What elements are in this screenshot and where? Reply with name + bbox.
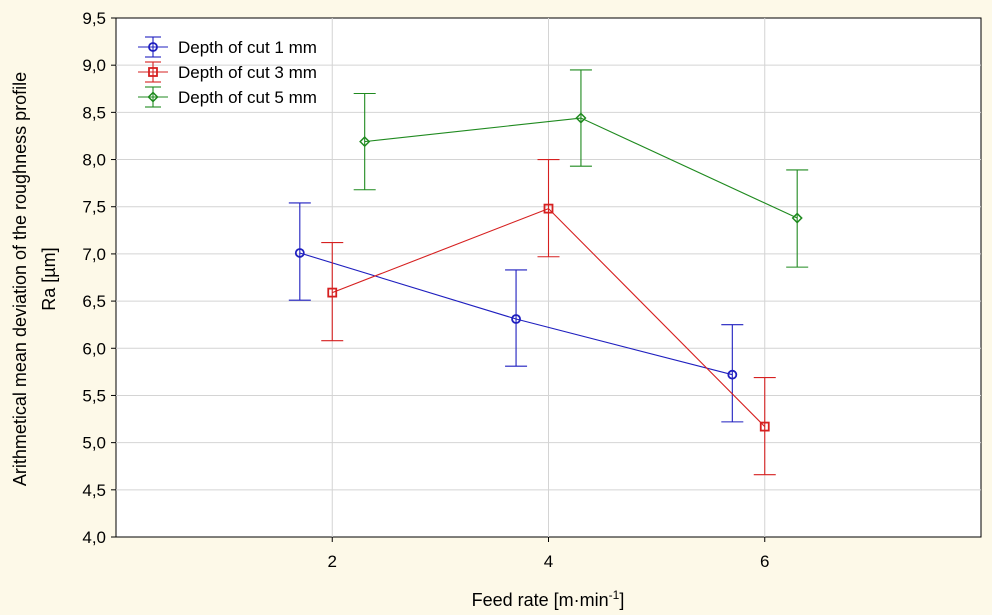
- y-tick-label: 8,0: [82, 151, 106, 170]
- y-axis-ticks: 4,0 4,5 5,0 5,5 6,0 6,5 7,0 7,5 8,0 8,5 9,0 9,5: [82, 9, 116, 547]
- data-point: [543, 203, 554, 214]
- grid-lines: [116, 18, 981, 537]
- data-point: [727, 369, 738, 380]
- legend-label: Depth of cut 5 mm: [178, 88, 317, 107]
- series-1: [288, 202, 744, 423]
- series-layer: [288, 69, 809, 476]
- y-tick-label: 7,5: [82, 198, 106, 217]
- y-tick-label: 8,5: [82, 103, 106, 122]
- data-point: [759, 421, 770, 432]
- data-point: [511, 314, 521, 324]
- x-axis-title: Feed rate [m·min-1]: [472, 588, 625, 610]
- y-tick-label: 4,0: [82, 528, 106, 547]
- y-tick-label: 4,5: [82, 481, 106, 500]
- legend-swatch-marker: [147, 91, 159, 103]
- y-axis-title-line1: Arithmetical mean deviation of the rough…: [10, 72, 30, 486]
- y-tick-label: 6,0: [82, 339, 106, 358]
- y-tick-label: 5,5: [82, 386, 106, 405]
- data-point: [294, 248, 305, 258]
- data-point: [575, 112, 587, 124]
- legend: Depth of cut 1 mm Depth of cut 3 mm Depth …: [138, 36, 317, 108]
- legend-swatch-marker: [148, 42, 158, 52]
- y-tick-label: 5,0: [82, 434, 106, 453]
- y-tick-label: 6,5: [82, 292, 106, 311]
- legend-item: Depth of cut 3 mm: [138, 61, 317, 83]
- x-tick-label: 2: [328, 552, 337, 571]
- y-tick-label: 9,5: [82, 9, 106, 28]
- x-tick-label: 6: [760, 552, 769, 571]
- data-point: [327, 287, 338, 298]
- legend-item: Depth of cut 1 mm: [138, 36, 317, 58]
- series-2: [321, 158, 776, 476]
- y-axis-title-line2: Ra [µm]: [39, 247, 59, 310]
- x-tick-label: 4: [544, 552, 553, 571]
- legend-label: Depth of cut 1 mm: [178, 38, 317, 57]
- legend-label: Depth of cut 3 mm: [178, 63, 317, 82]
- y-tick-label: 7,0: [82, 245, 106, 264]
- legend-swatch-marker: [148, 67, 158, 77]
- series-3: [353, 69, 809, 268]
- x-axis-ticks: 2 4 6: [328, 537, 769, 571]
- data-point: [359, 136, 371, 148]
- data-point: [791, 212, 803, 224]
- legend-item: Depth of cut 5 mm: [138, 86, 317, 108]
- y-tick-label: 9,0: [82, 56, 106, 75]
